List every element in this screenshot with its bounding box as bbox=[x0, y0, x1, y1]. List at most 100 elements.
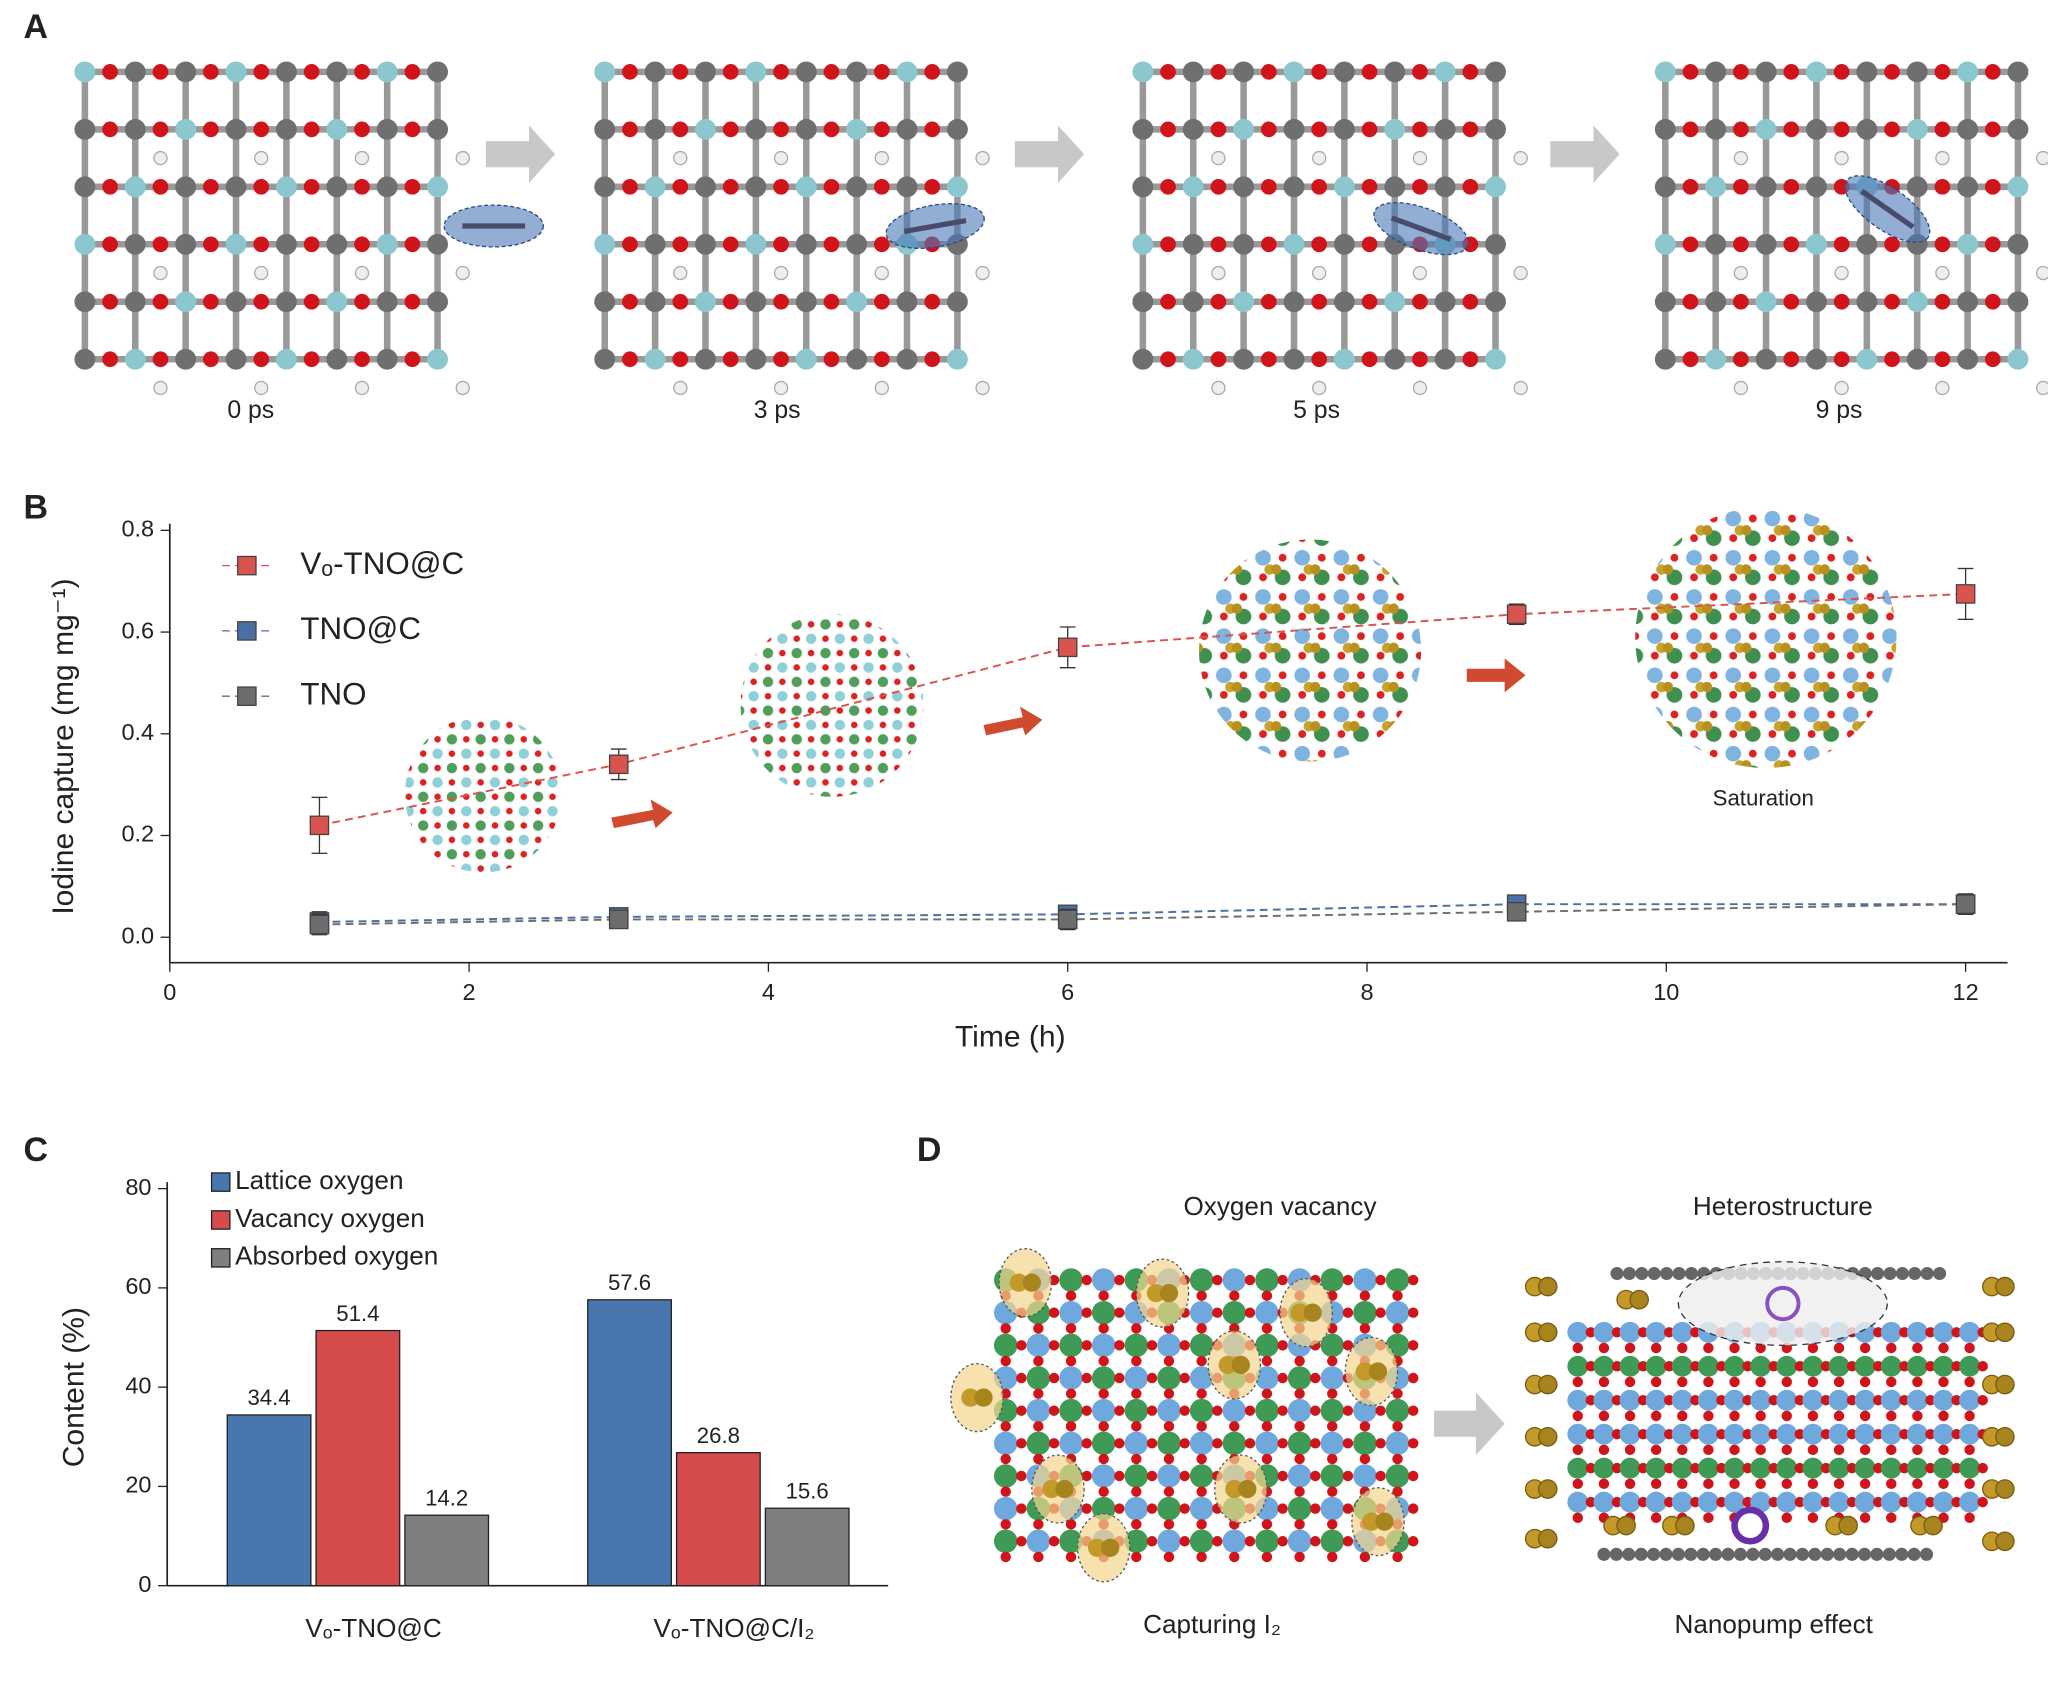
atom bbox=[1210, 293, 1227, 310]
atom bbox=[1872, 1361, 1884, 1372]
iodine bbox=[1537, 1276, 1558, 1297]
atom bbox=[1408, 1503, 1419, 1514]
time-label: 3 ps bbox=[754, 397, 801, 424]
atom bbox=[1807, 1444, 1819, 1456]
atom bbox=[1768, 1462, 1779, 1474]
atom bbox=[1964, 1478, 1975, 1490]
atom bbox=[622, 236, 638, 253]
atom bbox=[1277, 1405, 1288, 1416]
atom bbox=[1114, 1438, 1125, 1449]
atom bbox=[1733, 121, 1749, 138]
atom bbox=[1906, 118, 1928, 140]
atom bbox=[1059, 1268, 1083, 1292]
atom bbox=[1098, 1453, 1109, 1465]
atom bbox=[1567, 1457, 1589, 1479]
atom bbox=[1310, 1438, 1321, 1449]
atom bbox=[1951, 1496, 1962, 1508]
atom bbox=[1977, 1462, 1988, 1474]
atom bbox=[594, 118, 616, 140]
carbon bbox=[1871, 1266, 1885, 1281]
atom bbox=[1016, 1405, 1027, 1416]
atom bbox=[1311, 236, 1328, 253]
panel-label: B bbox=[24, 488, 49, 526]
atom bbox=[254, 265, 269, 281]
iodine bbox=[974, 1388, 993, 1407]
atom bbox=[1310, 1503, 1321, 1514]
atom bbox=[1697, 1491, 1719, 1513]
molecule bbox=[1390, 215, 1452, 242]
atom bbox=[404, 121, 421, 138]
atom bbox=[975, 150, 990, 166]
y-tick-label: 40 bbox=[125, 1372, 151, 1398]
atom bbox=[745, 61, 767, 83]
atom bbox=[1654, 348, 1676, 370]
atom bbox=[2035, 380, 2048, 396]
atom bbox=[1065, 1519, 1077, 1530]
x-axis-label: Time (h) bbox=[955, 1020, 1066, 1053]
iodine bbox=[1290, 1303, 1309, 1322]
atom bbox=[1859, 1376, 1871, 1388]
atom bbox=[1361, 121, 1378, 138]
atom bbox=[1485, 233, 1506, 255]
atom bbox=[823, 178, 840, 195]
atom bbox=[1880, 1321, 1902, 1343]
atom bbox=[1233, 176, 1255, 198]
atom bbox=[1964, 1376, 1975, 1388]
atom bbox=[1196, 1421, 1207, 1432]
atom bbox=[1925, 1327, 1936, 1338]
atom bbox=[1938, 1342, 1949, 1354]
atom bbox=[2007, 61, 2029, 83]
atom bbox=[1412, 351, 1428, 368]
atom bbox=[823, 121, 840, 138]
atom bbox=[622, 64, 638, 80]
atom bbox=[1312, 150, 1327, 166]
atom bbox=[1081, 1438, 1092, 1449]
atom bbox=[1277, 1536, 1288, 1547]
atom bbox=[1016, 1372, 1027, 1384]
atom bbox=[1385, 1300, 1410, 1325]
atom bbox=[1807, 1376, 1819, 1388]
atom bbox=[1163, 1421, 1175, 1432]
atom bbox=[203, 64, 219, 80]
atom bbox=[1311, 64, 1328, 80]
atom bbox=[1361, 236, 1378, 253]
atom bbox=[2007, 348, 2029, 370]
atom bbox=[1333, 348, 1355, 370]
atom bbox=[74, 233, 96, 255]
atom bbox=[1781, 1512, 1792, 1523]
atom bbox=[846, 61, 868, 83]
atom bbox=[303, 236, 320, 253]
carbon bbox=[1795, 1547, 1809, 1561]
atom bbox=[1654, 61, 1676, 83]
atom bbox=[1513, 265, 1528, 281]
atom bbox=[823, 351, 840, 368]
molecule bbox=[1860, 188, 1915, 230]
atom bbox=[622, 178, 638, 195]
atom bbox=[594, 291, 616, 313]
atom bbox=[1650, 1478, 1662, 1490]
atom bbox=[1384, 118, 1406, 140]
carbon bbox=[1610, 1266, 1624, 1281]
atom bbox=[1244, 1536, 1256, 1547]
atom bbox=[1705, 233, 1727, 255]
atom bbox=[1906, 1491, 1928, 1513]
atom bbox=[594, 176, 616, 198]
atom bbox=[1160, 64, 1176, 80]
atom bbox=[1938, 1410, 1949, 1422]
atom bbox=[1059, 1398, 1083, 1423]
atom bbox=[1312, 265, 1327, 281]
atom bbox=[644, 348, 666, 370]
atom bbox=[1000, 1421, 1011, 1432]
atom bbox=[1026, 1431, 1051, 1456]
atom bbox=[873, 178, 890, 195]
atom bbox=[1283, 61, 1305, 83]
atom bbox=[1925, 1394, 1936, 1406]
legend-label: TNO@C bbox=[300, 611, 421, 646]
atom bbox=[1000, 1519, 1011, 1530]
annotation: Saturation bbox=[1713, 785, 1814, 810]
atom bbox=[354, 64, 370, 80]
atom bbox=[1724, 1491, 1745, 1513]
atom bbox=[1637, 1394, 1649, 1406]
atom bbox=[1846, 1361, 1858, 1372]
